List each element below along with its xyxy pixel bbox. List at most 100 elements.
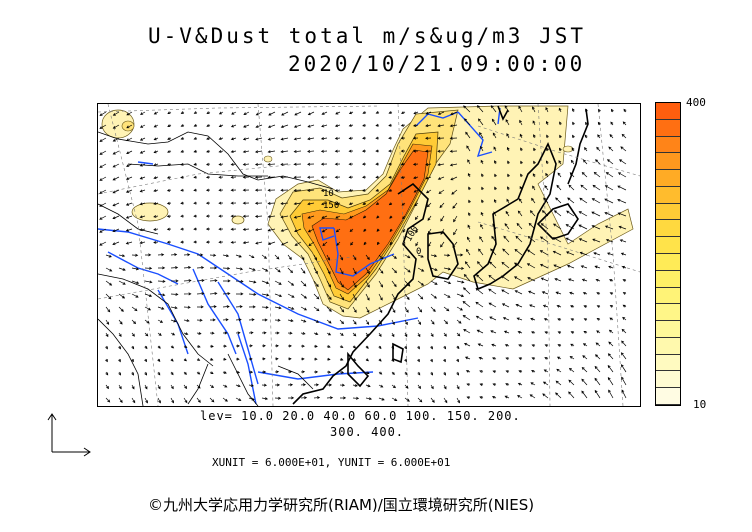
wind-arrow (541, 291, 549, 295)
wind-arrow (300, 344, 305, 348)
wind-arrow (430, 384, 434, 390)
wind-arrow (604, 225, 614, 230)
wind-arrow (450, 176, 458, 181)
wind-arrow (242, 241, 250, 245)
wind-arrow (619, 239, 627, 243)
wind-arrow (235, 267, 244, 271)
wind-arrow (557, 172, 562, 178)
wind-arrow (321, 202, 328, 206)
wind-arrow (519, 119, 523, 126)
wind-arrow (594, 377, 601, 386)
wind-arrow (267, 228, 276, 232)
wind-arrow (280, 241, 289, 246)
wind-arrow (592, 238, 601, 243)
wind-arrow (623, 108, 627, 113)
wind-arrow (180, 111, 185, 114)
wind-arrow (467, 172, 471, 178)
wind-arrow (153, 189, 159, 193)
wind-arrow (617, 198, 627, 204)
wind-arrow (543, 369, 549, 373)
wind-arrow (261, 383, 268, 387)
wind-arrow (427, 215, 432, 221)
wind-arrow (391, 345, 395, 350)
wind-arrow (378, 293, 383, 301)
wind-arrow (610, 108, 614, 113)
wind-arrow (180, 149, 185, 153)
wind-arrow (417, 293, 424, 300)
wind-arrow (293, 137, 302, 141)
wind-arrow (99, 111, 107, 116)
wind-arrow (553, 210, 562, 217)
wind-arrow (320, 149, 328, 153)
wind-arrow (621, 133, 627, 139)
wind-arrow (566, 251, 575, 256)
wind-arrow (518, 370, 523, 373)
wind-arrow (99, 241, 107, 246)
wind-arrow (414, 215, 419, 221)
wind-arrow (183, 371, 187, 375)
wind-arrow (545, 106, 549, 113)
wind-arrow (520, 173, 523, 178)
wind-arrow (180, 227, 185, 231)
wind-arrow (196, 358, 201, 361)
wind-arrow (543, 197, 549, 204)
wind-arrow (280, 215, 289, 219)
wind-arrow (529, 210, 536, 217)
wind-arrow (349, 228, 354, 233)
wind-arrow (533, 147, 536, 152)
wind-arrow (153, 111, 159, 115)
wind-arrow (449, 163, 458, 167)
wind-arrow (479, 370, 484, 373)
wind-arrow (362, 188, 367, 192)
wind-arrow (112, 111, 120, 116)
wind-arrow (566, 210, 575, 217)
wind-arrow (400, 123, 406, 127)
wind-arrow (139, 241, 146, 245)
wind-arrow (430, 332, 434, 338)
wind-arrow (267, 137, 276, 141)
wind-arrow (183, 305, 191, 309)
wind-arrow (456, 345, 460, 350)
wind-arrow (157, 358, 161, 362)
wind-arrow (248, 331, 254, 335)
wind-arrow (565, 224, 575, 230)
wind-arrow (153, 176, 159, 180)
wind-arrow (404, 267, 411, 273)
wind-arrow (218, 149, 224, 153)
wind-arrow (378, 280, 384, 288)
wind-arrow (505, 370, 510, 374)
wind-arrow (591, 211, 601, 217)
wind-arrow (584, 147, 588, 152)
wind-arrow (242, 201, 250, 205)
wind-arrow (196, 253, 204, 257)
colorbar-band (656, 153, 680, 171)
colorbar-band (656, 270, 680, 288)
wind-arrow (222, 384, 228, 388)
wind-arrow (157, 279, 166, 283)
wind-arrow (417, 371, 421, 376)
wind-arrow (516, 317, 523, 321)
wind-arrow (468, 212, 471, 217)
wind-arrow (230, 124, 237, 128)
wind-arrow (493, 146, 497, 152)
wind-arrow (581, 366, 588, 373)
wind-arrow (539, 263, 549, 269)
wind-arrow (404, 345, 407, 350)
wind-arrow (308, 241, 315, 247)
wind-arrow (365, 306, 370, 314)
colorbar-band (656, 170, 680, 187)
wind-arrow (180, 162, 185, 166)
wind-arrow (274, 293, 283, 298)
wind-arrow (242, 175, 250, 179)
wind-arrow (112, 202, 120, 207)
wind-arrow (531, 344, 536, 348)
wind-arrow (617, 212, 627, 217)
wind-arrow (334, 188, 341, 192)
wind-arrow (388, 111, 393, 114)
wind-arrow (593, 252, 601, 256)
wind-arrow (476, 105, 484, 113)
wind-arrow (604, 198, 614, 204)
wind-arrow (235, 279, 244, 283)
wind-arrow (166, 175, 172, 179)
wind-arrow (518, 198, 523, 204)
